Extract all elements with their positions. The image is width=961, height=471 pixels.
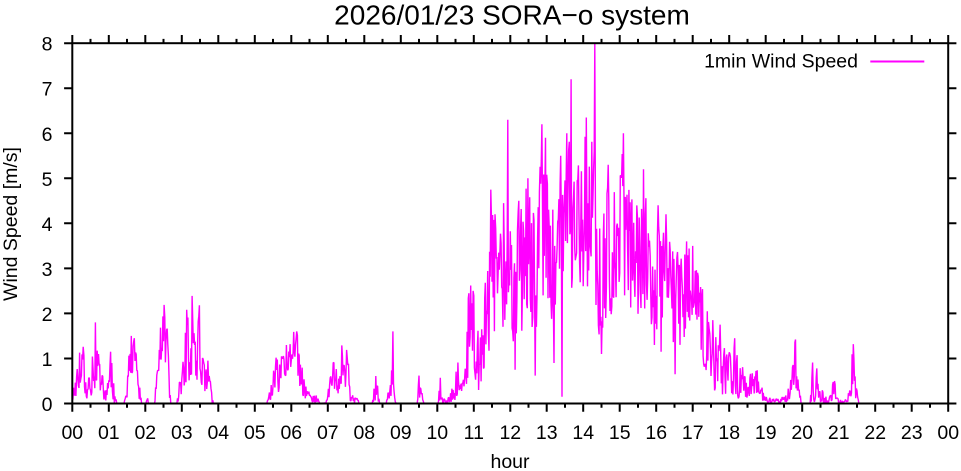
svg-text:1: 1	[42, 349, 53, 371]
svg-text:16: 16	[645, 422, 667, 444]
svg-text:2: 2	[42, 304, 53, 326]
svg-text:02: 02	[134, 422, 156, 444]
svg-text:04: 04	[207, 422, 229, 444]
svg-text:11: 11	[464, 422, 484, 444]
svg-text:00: 00	[61, 422, 83, 444]
svg-text:22: 22	[864, 422, 886, 444]
svg-text:hour: hour	[490, 451, 530, 471]
svg-text:4: 4	[42, 214, 53, 236]
svg-text:2026/01/23 SORA−o system: 2026/01/23 SORA−o system	[334, 0, 690, 31]
svg-text:20: 20	[791, 422, 813, 444]
svg-text:0: 0	[42, 394, 53, 416]
svg-text:01: 01	[98, 422, 120, 444]
svg-text:19: 19	[755, 422, 777, 444]
svg-text:06: 06	[280, 422, 302, 444]
svg-text:15: 15	[609, 422, 631, 444]
svg-text:13: 13	[536, 422, 558, 444]
svg-text:03: 03	[171, 422, 193, 444]
svg-text:08: 08	[353, 422, 375, 444]
svg-text:12: 12	[499, 422, 521, 444]
svg-text:00: 00	[937, 422, 959, 444]
svg-text:7: 7	[42, 79, 53, 101]
svg-text:1min Wind Speed: 1min Wind Speed	[704, 51, 858, 73]
svg-text:17: 17	[682, 422, 704, 444]
svg-text:3: 3	[42, 259, 53, 281]
svg-text:Wind Speed [m/s]: Wind Speed [m/s]	[0, 147, 22, 301]
svg-text:23: 23	[901, 422, 923, 444]
svg-text:21: 21	[828, 422, 850, 444]
svg-text:14: 14	[572, 422, 594, 444]
svg-text:09: 09	[390, 422, 412, 444]
svg-text:05: 05	[244, 422, 266, 444]
svg-text:5: 5	[42, 169, 53, 191]
svg-text:6: 6	[42, 124, 53, 146]
svg-text:10: 10	[426, 422, 448, 444]
svg-text:8: 8	[42, 34, 53, 56]
svg-text:18: 18	[718, 422, 740, 444]
svg-text:07: 07	[317, 422, 339, 444]
